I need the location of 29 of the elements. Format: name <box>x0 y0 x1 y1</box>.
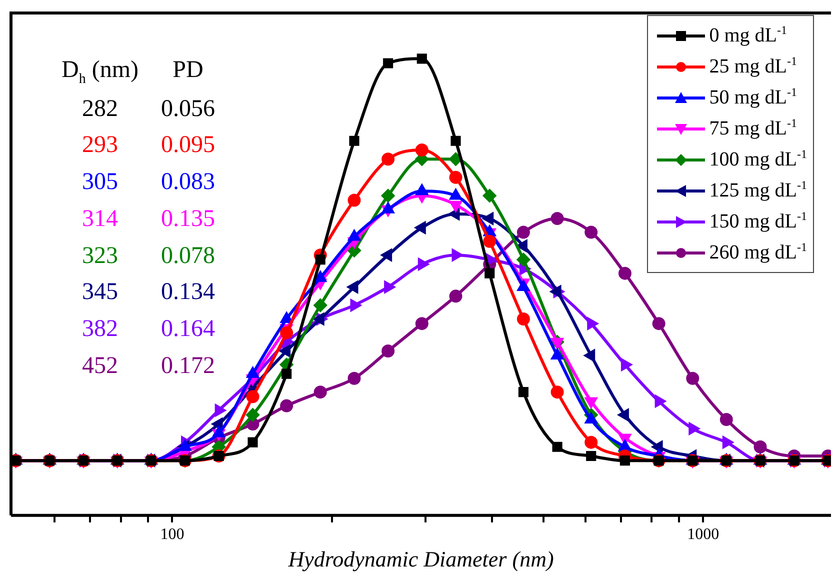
annotation: 314 <box>82 206 118 232</box>
annotation: 382 <box>82 316 118 342</box>
annotation: 0.056 <box>161 96 215 122</box>
annotation: 0.095 <box>161 132 215 158</box>
annotation: 282 <box>82 96 118 122</box>
legend-label: 100 mg dL$^{-1}$ <box>709 147 807 172</box>
legend-label: 0 mg dL$^{-1}$ <box>709 23 787 48</box>
x-tick-label: 100 <box>160 526 184 544</box>
annotation: 0.135 <box>161 206 215 232</box>
x-tick-label: 1000 <box>687 526 720 544</box>
annotation: 345 <box>82 279 118 306</box>
annotation: 0.083 <box>161 169 215 196</box>
legend-label: 150 mg dL$^{-1}$ <box>709 209 807 234</box>
annotation: PD <box>172 57 204 83</box>
legend-label: 75 mg dL$^{-1}$ <box>709 116 797 141</box>
legend-label: 260 mg dL$^{-1}$ <box>709 240 807 265</box>
x-axis-title: Hydrodynamic Diameter (nm) <box>287 546 554 572</box>
annotation: 452 <box>82 352 118 379</box>
legend-label: 50 mg dL$^{-1}$ <box>709 85 797 110</box>
legend-label: 125 mg dL$^{-1}$ <box>709 178 807 203</box>
annotation: 0.164 <box>161 316 215 342</box>
annotation: D$_{h}$ (nm) <box>62 57 138 87</box>
annotation: 0.172 <box>161 352 215 379</box>
annotation: 293 <box>82 132 118 158</box>
annotation: 323 <box>82 242 118 268</box>
annotation: 0.134 <box>161 279 215 306</box>
annotation: 0.078 <box>161 242 215 268</box>
annotation: 305 <box>82 169 118 196</box>
legend-label: 25 mg dL$^{-1}$ <box>709 54 797 79</box>
